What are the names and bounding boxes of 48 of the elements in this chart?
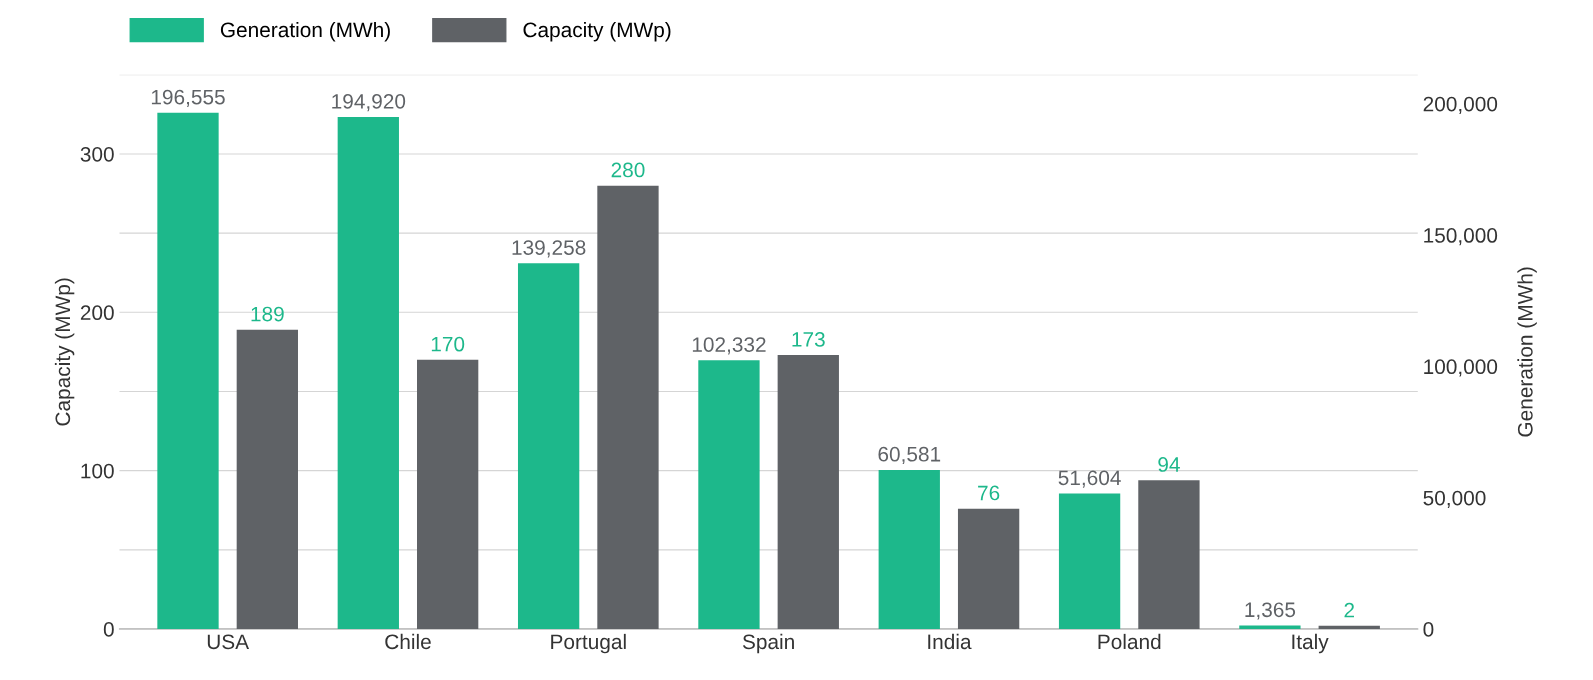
bar bbox=[236, 329, 298, 629]
bar bbox=[1318, 625, 1380, 629]
bar bbox=[1058, 493, 1121, 629]
data-label: 173 bbox=[792, 332, 825, 347]
x-tick-label: Spain bbox=[742, 633, 794, 654]
bar bbox=[157, 112, 219, 629]
y-tick-label: 300 bbox=[80, 146, 114, 162]
x-tick-label: Poland bbox=[1098, 633, 1161, 650]
legend-label: Capacity (MWp) bbox=[523, 21, 671, 42]
bar bbox=[698, 360, 760, 629]
y-tick-label: 0 bbox=[103, 622, 114, 637]
data-label: 76 bbox=[978, 485, 1000, 501]
data-label: 194,920 bbox=[332, 94, 406, 112]
x-tick-label: Italy bbox=[1292, 633, 1329, 654]
data-label: 94 bbox=[1158, 457, 1180, 472]
data-label: 60,581 bbox=[878, 446, 941, 465]
bar bbox=[1239, 625, 1301, 629]
y2-tick-label: 150,000 bbox=[1424, 228, 1498, 246]
bar bbox=[597, 185, 659, 629]
data-label: 1,365 bbox=[1245, 602, 1296, 620]
data-label: 170 bbox=[431, 336, 465, 352]
x-tick-label: USA bbox=[207, 634, 250, 650]
bar bbox=[417, 359, 479, 629]
bar bbox=[878, 469, 940, 629]
data-label: 102,332 bbox=[692, 337, 766, 355]
x-tick-label: Chile bbox=[385, 633, 431, 650]
x-tick-label: India bbox=[928, 633, 972, 650]
bar bbox=[957, 508, 1020, 629]
data-label: 51,604 bbox=[1058, 470, 1121, 488]
bar bbox=[337, 117, 399, 629]
y2-tick-label: 200,000 bbox=[1423, 96, 1498, 114]
y-tick-label: 200 bbox=[80, 305, 114, 321]
x-tick-label: Portugal bbox=[551, 633, 626, 654]
bar bbox=[777, 355, 839, 629]
y2-tick-label: 100,000 bbox=[1424, 359, 1498, 377]
bar bbox=[1138, 480, 1200, 629]
data-label: 139,258 bbox=[512, 240, 586, 258]
y-axis-title: Capacity (MWp) bbox=[54, 278, 75, 426]
y2-axis-title: Generation (MWh) bbox=[1517, 267, 1537, 437]
bar bbox=[517, 263, 580, 629]
data-label: 2 bbox=[1344, 602, 1354, 618]
y2-tick-label: 0 bbox=[1423, 622, 1434, 637]
y2-tick-label: 50,000 bbox=[1423, 490, 1486, 508]
data-label: 280 bbox=[611, 162, 645, 178]
data-label: 189 bbox=[251, 306, 284, 322]
y-tick-label: 100 bbox=[81, 463, 114, 479]
legend-label: Generation (MWh) bbox=[220, 21, 390, 42]
data-label: 196,555 bbox=[151, 89, 225, 107]
